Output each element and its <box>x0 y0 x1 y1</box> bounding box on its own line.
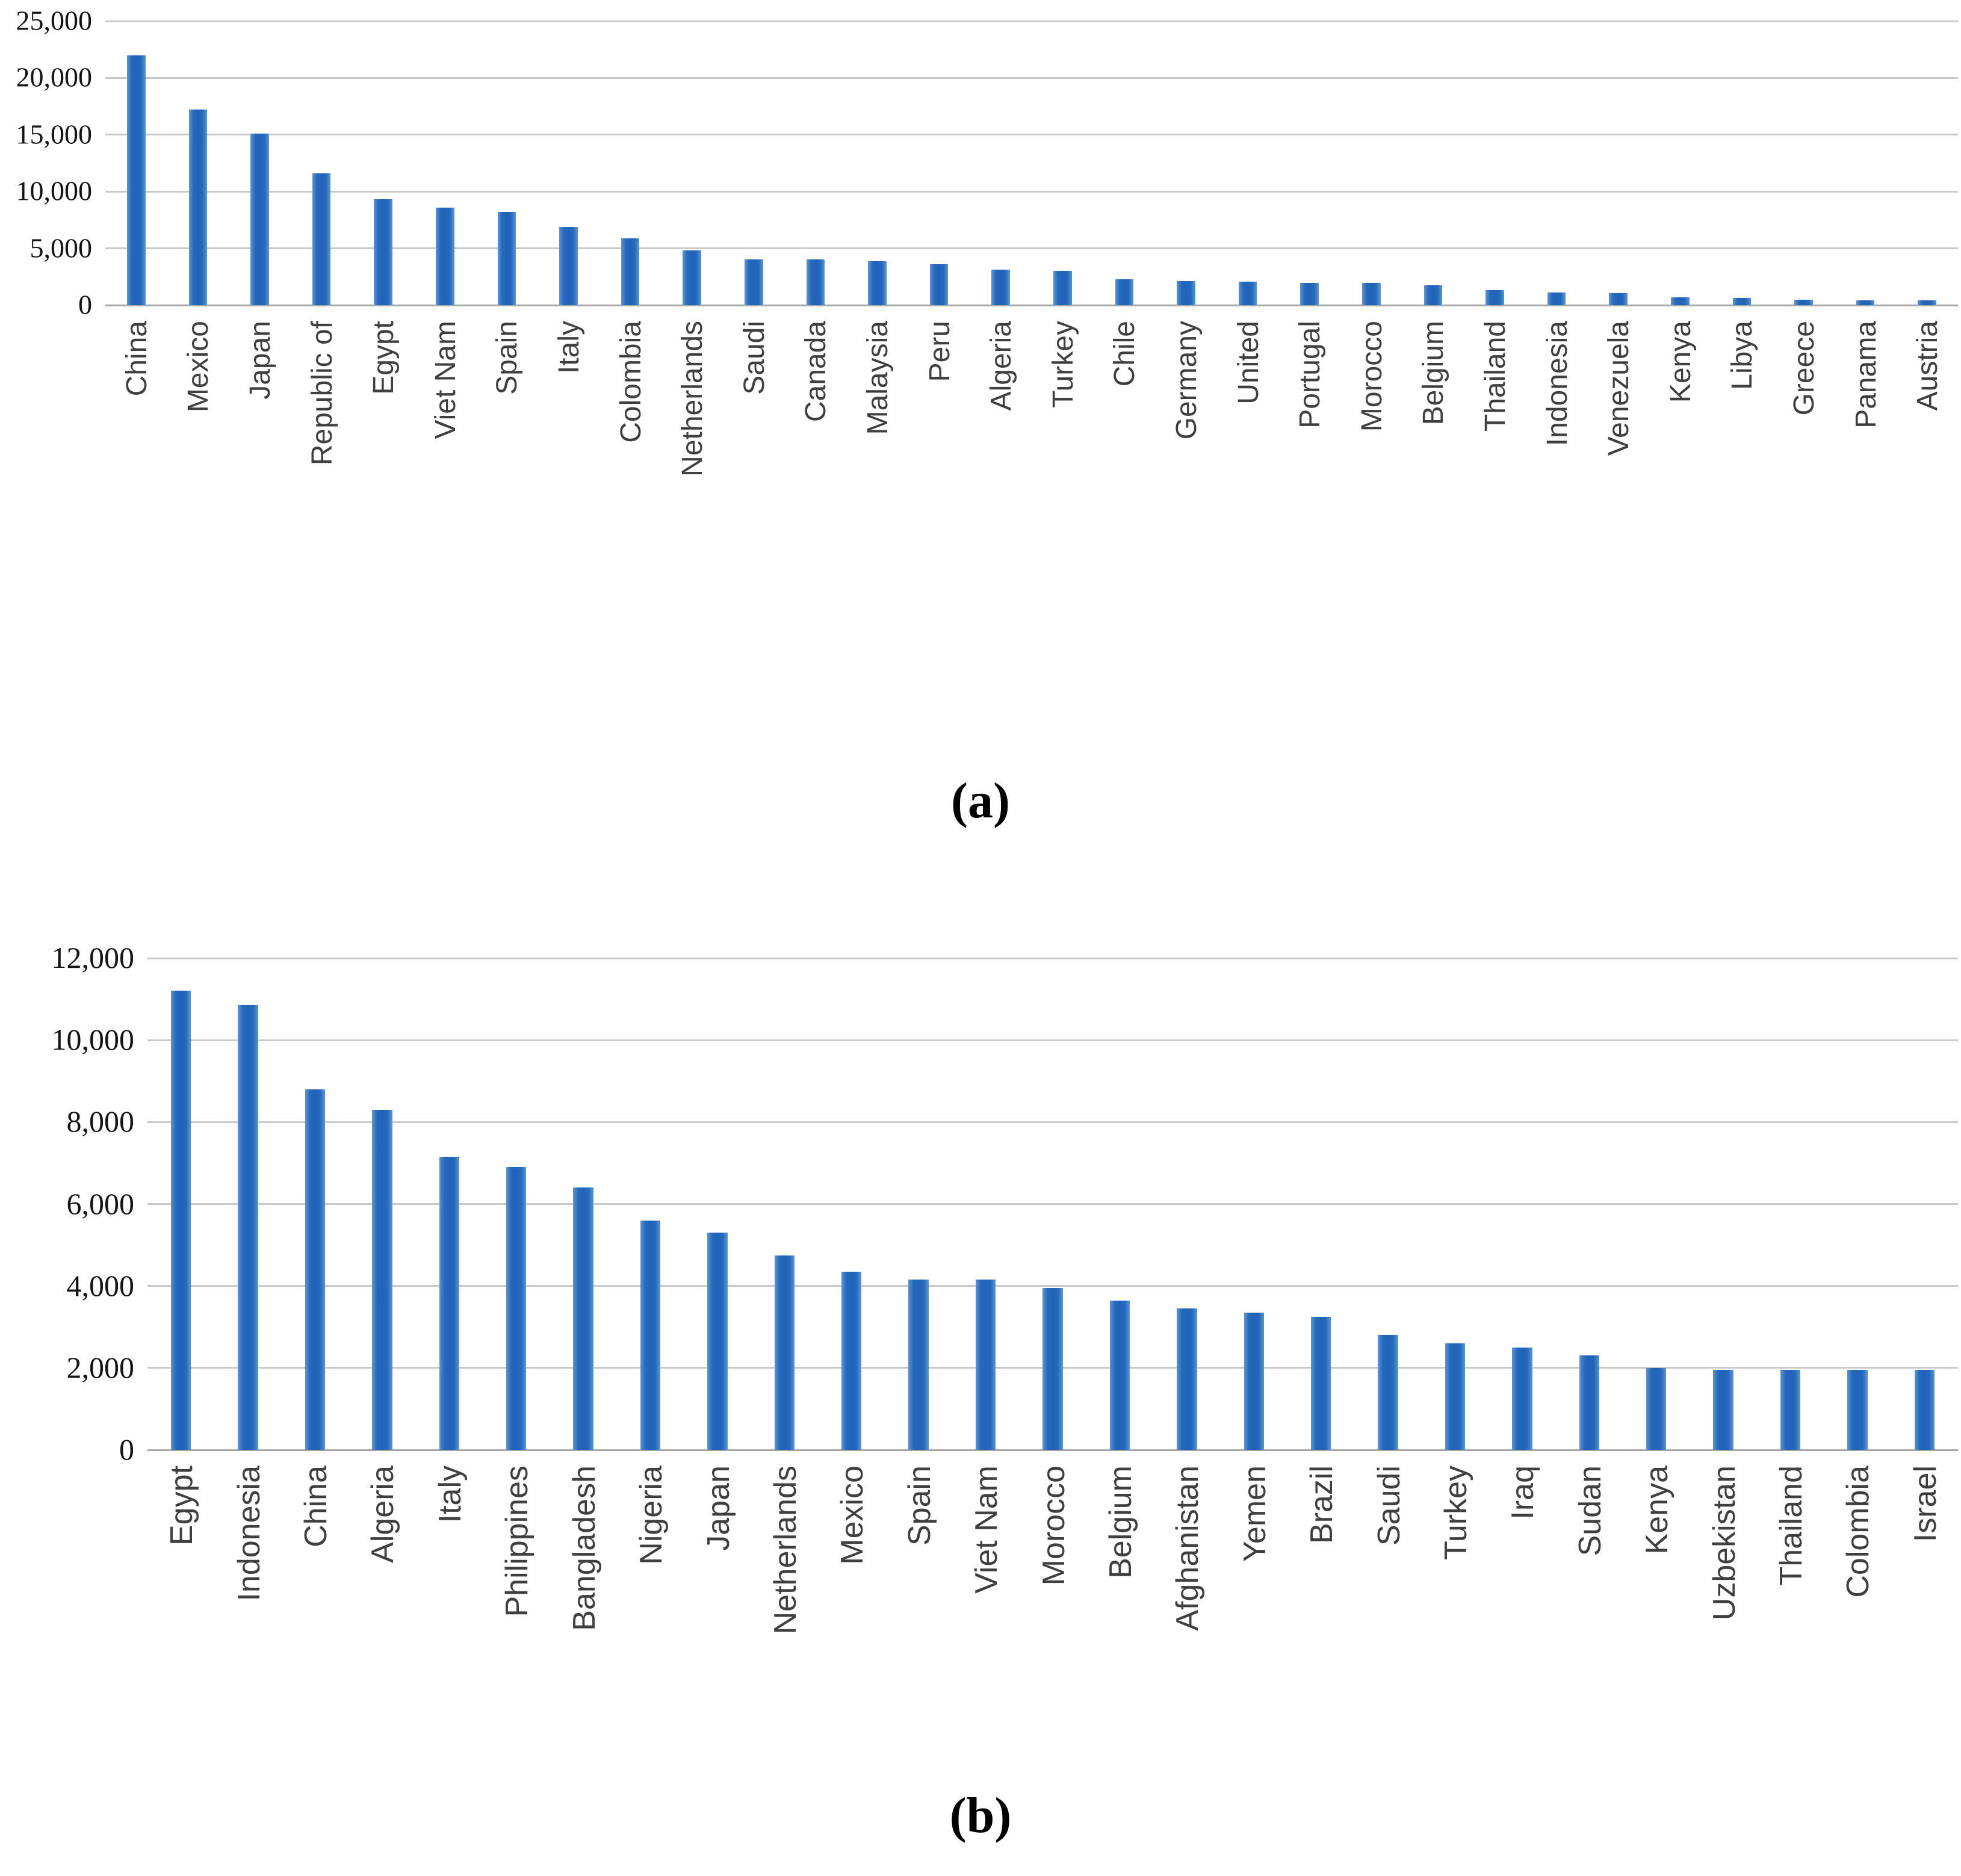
bar <box>188 110 208 305</box>
bar <box>1609 293 1628 305</box>
y-axis-tick-label: 2,000 <box>66 1350 135 1384</box>
bar <box>1362 283 1381 305</box>
bar <box>1856 300 1875 305</box>
y-axis-tick-label: 10,000 <box>16 175 93 206</box>
bar <box>1847 1370 1868 1450</box>
bar <box>975 1280 996 1450</box>
bar <box>868 261 887 305</box>
gridline <box>147 1285 1958 1287</box>
bar <box>305 1089 326 1450</box>
bar <box>1310 1316 1331 1450</box>
y-axis-tick-label: 8,000 <box>66 1104 135 1139</box>
bar <box>1485 290 1504 305</box>
bar <box>1177 1308 1197 1450</box>
bar <box>1445 1343 1466 1450</box>
bar <box>707 1233 728 1450</box>
y-axis-tick-label: 15,000 <box>16 119 93 150</box>
bar <box>1780 1370 1801 1450</box>
gridline <box>147 1039 1958 1041</box>
x-axis-label: Italy <box>553 321 585 374</box>
gridline <box>147 1203 1958 1205</box>
chart-a-x-axis-labels: China Mexico Japan Republic of Egypt Viet Nam… <box>105 321 1958 820</box>
bar <box>806 259 825 305</box>
bar <box>439 1157 460 1450</box>
bar <box>506 1167 527 1450</box>
x-axis-label: Israel <box>1907 1466 1943 1543</box>
gridline <box>147 957 1958 959</box>
bar <box>1115 279 1134 305</box>
y-axis-tick-label: 0 <box>78 289 92 320</box>
caption-a: (a) <box>951 773 1010 829</box>
y-axis-tick-label: 0 <box>119 1432 134 1466</box>
bar <box>1424 285 1443 305</box>
bar <box>1914 1370 1935 1450</box>
y-axis-tick-label: 10,000 <box>51 1022 135 1056</box>
bar <box>126 55 146 305</box>
bar <box>250 133 269 305</box>
bar <box>908 1280 929 1450</box>
bar <box>1177 281 1195 305</box>
caption-b: (b) <box>949 1788 1012 1843</box>
bar <box>435 207 454 305</box>
bar <box>1238 282 1257 305</box>
bar <box>1512 1347 1532 1450</box>
bar <box>1053 271 1072 305</box>
y-axis-tick-label: 25,000 <box>16 5 93 36</box>
bar <box>372 1109 392 1450</box>
bar <box>1713 1370 1733 1450</box>
bar <box>841 1271 862 1450</box>
chart-a-plot-area: 0 5,000 10,000 15,000 20,000 25,000 <box>16 5 1958 320</box>
bar <box>1794 299 1813 305</box>
gridline <box>105 134 1958 136</box>
bar <box>1646 1367 1667 1450</box>
y-axis-tick-label: 20,000 <box>16 61 93 93</box>
bar <box>1300 283 1319 305</box>
x-axis-label: Iraq <box>1505 1466 1541 1520</box>
y-axis-tick-label: 12,000 <box>51 940 135 974</box>
bar <box>1547 293 1566 305</box>
gridline <box>105 20 1958 22</box>
x-axis-line <box>147 1449 1958 1451</box>
chart-b-plot-area: 0 2,000 4,000 6,000 8,000 10,000 12,000 <box>52 941 1958 1466</box>
y-axis-tick-label: 5,000 <box>29 232 93 264</box>
bar <box>683 250 702 305</box>
x-axis-label: Italy <box>432 1466 468 1523</box>
bar <box>559 226 578 305</box>
bar <box>1378 1335 1398 1450</box>
x-axis-label: Austria <box>1912 321 1944 411</box>
bar <box>1109 1300 1130 1450</box>
y-axis-tick-label: 4,000 <box>66 1268 135 1302</box>
bar <box>621 238 640 305</box>
bar <box>1918 300 1937 305</box>
bar <box>573 1187 593 1450</box>
y-axis-tick-label: 6,000 <box>66 1186 135 1221</box>
chart-b-x-axis-labels: Egypt Indonesia China Algeria Italy Philippin… <box>147 1466 1958 1815</box>
bar <box>991 269 1011 305</box>
bar <box>170 991 191 1450</box>
gridline <box>105 247 1958 250</box>
bar <box>497 212 516 305</box>
x-axis-label: Peru <box>923 321 956 382</box>
bar <box>774 1255 795 1450</box>
bar <box>312 173 331 305</box>
bar <box>744 259 763 305</box>
gridline <box>105 76 1958 79</box>
bar <box>1042 1288 1063 1450</box>
bar <box>1244 1312 1264 1450</box>
bar <box>929 264 949 305</box>
bar <box>1670 297 1690 305</box>
bar <box>238 1005 258 1450</box>
x-axis-label: Libya <box>1726 321 1759 390</box>
bar <box>1732 297 1752 305</box>
gridline <box>105 190 1958 193</box>
bar <box>374 199 393 305</box>
x-axis-line <box>105 304 1958 306</box>
gridline <box>147 1121 1958 1123</box>
bar <box>640 1220 661 1450</box>
bar <box>1579 1355 1599 1450</box>
x-axis-label: Chile <box>1109 321 1141 387</box>
